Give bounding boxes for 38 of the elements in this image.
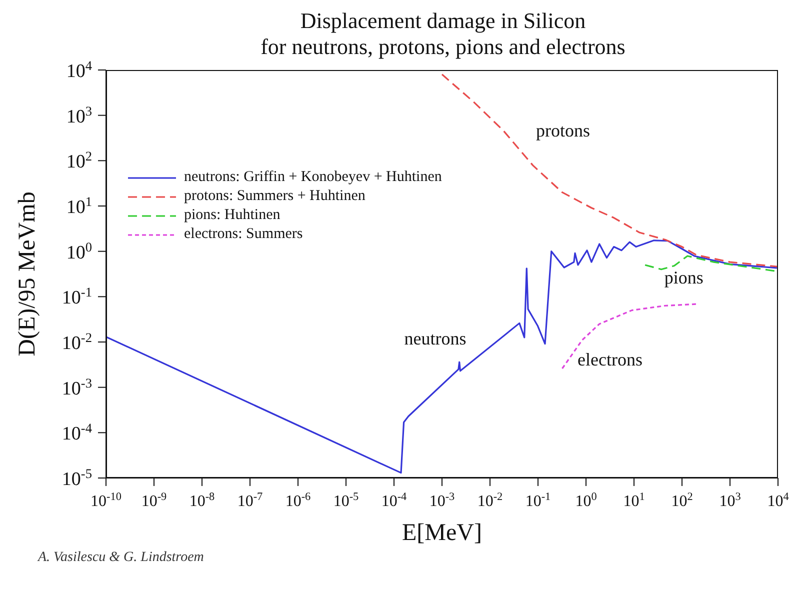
x-tick-label: 10$^{-6}$: [285, 491, 312, 510]
text: A. Vasilescu & G. Lindstroem: [36, 550, 205, 566]
legend-label: pions: Huhtinen: [184, 206, 280, 225]
x-tick-label: 10$^{3}$: [719, 491, 742, 510]
x-tick-label: 10$^{-8}$: [189, 491, 216, 510]
x-axis-title: E[MeV]: [402, 520, 482, 546]
y-tick-label: 10$^{-1}$: [62, 284, 92, 309]
legend-label: electrons: Summers: [184, 225, 303, 244]
annotation: electrons: [578, 349, 642, 370]
y-tick-label: 10$^{-2}$: [62, 330, 92, 354]
x-tick-label: 10$^{-10}$: [90, 491, 122, 510]
y-tick-label: 10$^{4}$: [66, 58, 92, 82]
y-tick-label: 10$^{0}$: [66, 238, 92, 264]
y-tick-label: 10$^{3}$: [66, 102, 92, 128]
legend-label: protons: Summers + Huhtinen: [184, 187, 366, 206]
x-tick-label: 10$^{-5}$: [333, 491, 360, 510]
y-axis-title: D(E)/95 MeVmb: [14, 192, 41, 356]
x-tick-label: 10$^{-4}$: [381, 491, 408, 510]
x-tick-label: 10$^{1}$: [623, 491, 645, 510]
x-tick-label: 10$^{-3}$: [429, 491, 456, 510]
annotation: neutrons: [404, 328, 466, 350]
x-tick-label: 10$^{-1}$: [525, 491, 551, 510]
y-tick-label: 10$^{-4}$: [62, 420, 92, 445]
y-tick-label: 10$^{-5}$: [62, 466, 92, 490]
x-tick-label: 10$^{-7}$: [237, 491, 264, 510]
y-tick-label: 10$^{-3}$: [62, 374, 92, 400]
chart-title: Displacement damage in Silicon: [299, 8, 587, 34]
y-tick-label: 10$^{1}$: [66, 194, 92, 218]
y-tick-label: 10$^{2}$: [66, 148, 92, 173]
chart-subtitle: for neutrons, protons, pions and electrons: [260, 34, 626, 59]
x-tick-label: 10$^{4}$: [767, 491, 790, 510]
x-tick-label: 10$^{2}$: [671, 491, 693, 510]
annotation: pions: [664, 268, 704, 289]
x-tick-label: 10$^{-2}$: [477, 491, 503, 510]
annotation: protons: [536, 120, 590, 142]
x-tick-label: 10$^{-9}$: [141, 491, 168, 510]
x-tick-label: 10$^{0}$: [575, 491, 598, 510]
legend-label: neutrons: Griffin + Konobeyev + Huhtinen: [184, 168, 442, 187]
